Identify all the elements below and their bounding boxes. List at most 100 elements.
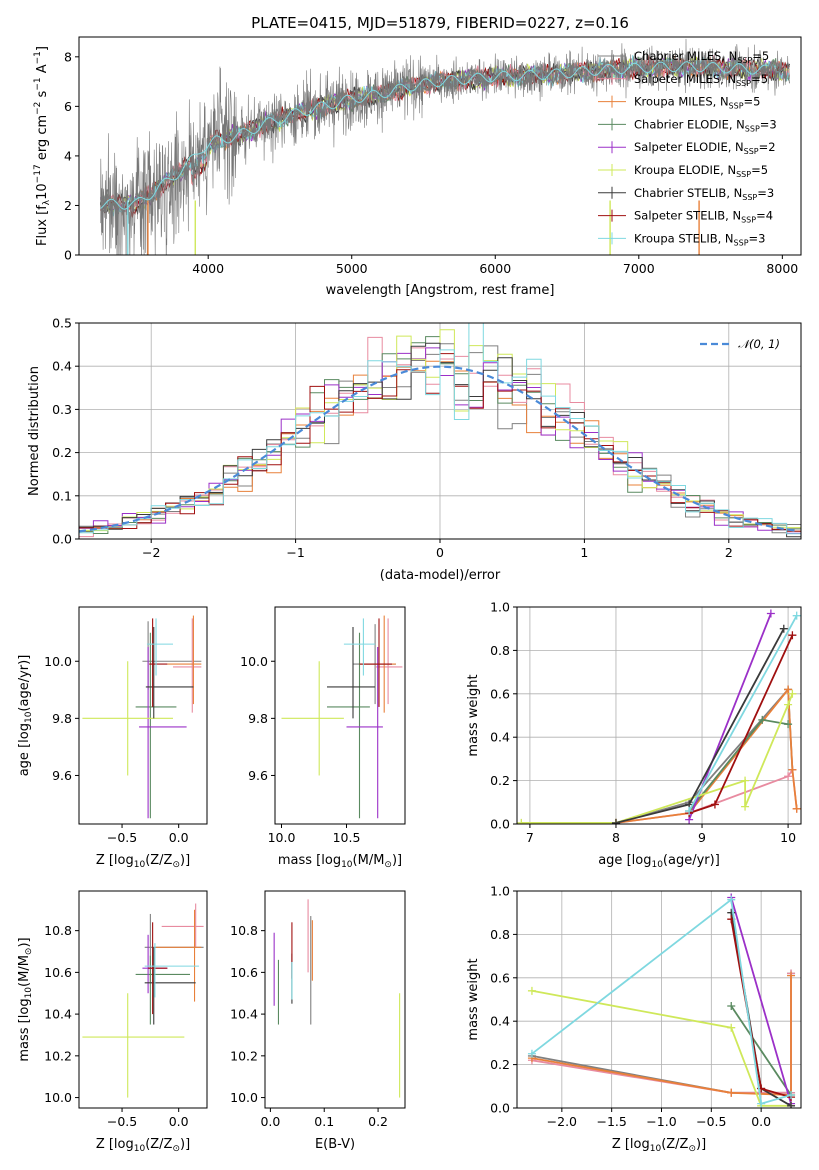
x-tick-label: 0.0 xyxy=(169,1114,189,1129)
x-tick-label: 8000 xyxy=(766,261,798,276)
y-tick-label: 9.8 xyxy=(248,711,268,726)
mass_vs_Z-x-label-part: 10 xyxy=(134,1144,146,1154)
spectrum-y-label-part: Flux [f xyxy=(35,205,50,246)
legend-label-main: Salpeter STELIB, N xyxy=(634,209,741,223)
legend-label-main: Kroupa STELIB, N xyxy=(634,231,734,245)
x-tick-label: 2 xyxy=(725,545,733,560)
mass_vs_Z-frame xyxy=(78,890,208,1109)
y-tick-label: 8 xyxy=(64,49,72,64)
spectrum-y-label: Flux [fλ10−17 erg cm−2 s−1 A−1] xyxy=(33,46,52,246)
y-tick-label: 0.2 xyxy=(52,445,72,460)
mass_weight_vs_Z-frame xyxy=(516,890,802,1109)
legend-label-salpeter_elodie: Salpeter ELODIE, NSSP=2 xyxy=(634,140,776,156)
legend-label-sub: SSP xyxy=(745,124,760,133)
mass_vs_ebv-plot-area xyxy=(273,899,401,1098)
y-tick-label: 10.6 xyxy=(44,965,72,980)
weight-line-kroupa_elodie xyxy=(521,693,794,824)
mass_vs_ebv-frame xyxy=(264,890,406,1109)
mass_weight_vs_age-x-label-part: (age/yr)] xyxy=(663,853,720,868)
legend-label-tail: =5 xyxy=(752,49,769,63)
y-tick-label: 10.4 xyxy=(230,1007,258,1022)
legend-label-tail: =2 xyxy=(759,140,776,154)
age_vs_Z-x-label-part: ⊙ xyxy=(172,860,180,870)
y-tick-label: 0.1 xyxy=(52,488,72,503)
x-tick-label: 0.2 xyxy=(368,1114,388,1129)
legend-label-sub: SSP xyxy=(742,193,757,202)
age_vs_mass-x-label-part: (M/M xyxy=(353,853,385,868)
weight-line-kroupa_stelib xyxy=(531,898,792,1105)
legend-label-salpeter_miles: Salpeter MILES, NSSP=5 xyxy=(634,72,768,88)
y-tick-label: 1.0 xyxy=(490,884,510,899)
weight-marker-chabrier_stelib xyxy=(787,1101,796,1108)
x-tick-label: 0.1 xyxy=(314,1114,334,1129)
weight-line-salpeter_stelib xyxy=(688,634,794,814)
x-tick-label: −0.5 xyxy=(107,1114,137,1129)
x-tick-label: 9 xyxy=(698,830,706,845)
weight-marker-salpeter_elodie xyxy=(766,609,775,618)
spectrum-y-label-part: ] xyxy=(35,46,50,51)
weight-marker-kroupa_elodie xyxy=(784,700,793,709)
legend-label-salpeter_stelib: Salpeter STELIB, NSSP=4 xyxy=(634,209,773,225)
mass_vs_Z-y-label-part: mass [log xyxy=(17,998,32,1061)
age_vs_Z-x-label-part: 10 xyxy=(134,860,146,870)
y-tick-label: 10.4 xyxy=(44,1007,72,1022)
age_vs_mass-x-label-part: )] xyxy=(392,853,402,868)
age_vs_Z-y-label: age [log10(age/yr)] xyxy=(17,655,34,777)
weight-line-salpeter_elodie xyxy=(730,897,792,1104)
weight-line-kroupa_stelib xyxy=(688,615,798,812)
y-tick-label: 1.0 xyxy=(490,600,510,615)
y-tick-label: 10.2 xyxy=(44,1048,72,1063)
mass_weight_vs_age-frame xyxy=(516,606,802,825)
mass_weight_vs_Z-x-label-part: )] xyxy=(696,1137,706,1152)
weight-marker-kroupa_miles xyxy=(788,765,797,774)
legend-label-chabrier_stelib: Chabrier STELIB, NSSP=3 xyxy=(634,186,774,202)
mass_weight_vs_age-y-label: mass weight xyxy=(466,674,481,756)
legend-label-tail: =4 xyxy=(756,209,773,223)
legend-label-kroupa_elodie: Kroupa ELODIE, NSSP=5 xyxy=(634,163,768,179)
weight-marker-salpeter_stelib xyxy=(710,800,719,809)
x-tick-label: 0.0 xyxy=(169,830,189,845)
mass_vs_Z-plot-area xyxy=(82,903,204,1098)
y-tick-label: 0.0 xyxy=(490,1101,510,1116)
age_vs_mass-x-label-part: ⊙ xyxy=(384,860,392,870)
legend-label-tail: =3 xyxy=(757,186,774,200)
mass_vs_Z-x-label-part: ⊙ xyxy=(172,1144,180,1154)
legend-label-sub: SSP xyxy=(736,170,751,179)
weight-line-kroupa_miles xyxy=(531,975,792,1096)
spectrum-panel: 4000 5000 6000 7000 8000 0 2 4 6 8 wavelength [Ang… xyxy=(33,36,802,298)
x-tick-label: −2 xyxy=(142,545,160,560)
mass_vs_Z-y-label: mass [log10(M/M⊙)] xyxy=(17,937,34,1061)
y-tick-label: 0.8 xyxy=(490,643,510,658)
legend-label-main: Chabrier ELODIE, N xyxy=(634,117,745,131)
age_vs_mass-x-label-part: mass [log xyxy=(278,853,341,868)
y-tick-label: 9.6 xyxy=(248,768,268,783)
weight-marker-kroupa_elodie xyxy=(788,689,797,698)
x-tick-label: 0.0 xyxy=(751,1114,771,1129)
spectrum-x-label: wavelength [Angstrom, rest frame] xyxy=(326,283,555,298)
spectrum-y-label-part: A xyxy=(35,64,50,77)
legend-label-sub: SSP xyxy=(729,102,744,111)
x-tick-label: −1.0 xyxy=(646,1114,676,1129)
spectrum-y-label-part: s xyxy=(35,90,50,101)
weight-marker-salpeter_miles xyxy=(784,772,793,781)
x-tick-label: 0 xyxy=(436,545,444,560)
y-tick-label: 10.8 xyxy=(230,923,258,938)
spectrum-plot-area xyxy=(100,38,790,255)
legend-label-main: Chabrier MILES, N xyxy=(634,49,737,63)
mass_weight_vs_Z-y-label: mass weight xyxy=(466,958,481,1040)
y-tick-label: 2 xyxy=(64,198,72,213)
age_vs_Z-panel: −0.5 0.09.69.810.0Z [log10(Z/Z⊙)]age [log… xyxy=(17,606,208,870)
y-tick-label: 0.3 xyxy=(52,402,72,417)
mass_weight_vs_Z-x-label-part: ⊙ xyxy=(688,1144,696,1154)
weight-marker-kroupa_stelib xyxy=(787,1090,796,1099)
weight-marker-kroupa_stelib xyxy=(757,1099,766,1108)
legend-label-tail: =3 xyxy=(760,117,777,131)
residuals-panel: −2 −1 0 1 2 0.0 0.1 0.2 0.3 0.4 0.5 𝒩(0, 1) (data-mo… xyxy=(27,316,802,583)
y-tick-label: 0.6 xyxy=(490,686,510,701)
legend-label-sub: SSP xyxy=(734,238,749,247)
age_vs_mass-x-label-part: 10 xyxy=(341,860,353,870)
age_vs_mass-plot-area xyxy=(281,615,403,819)
mass_weight_vs_Z-x-label-part: 10 xyxy=(650,1144,662,1154)
y-tick-label: 0.2 xyxy=(490,773,510,788)
